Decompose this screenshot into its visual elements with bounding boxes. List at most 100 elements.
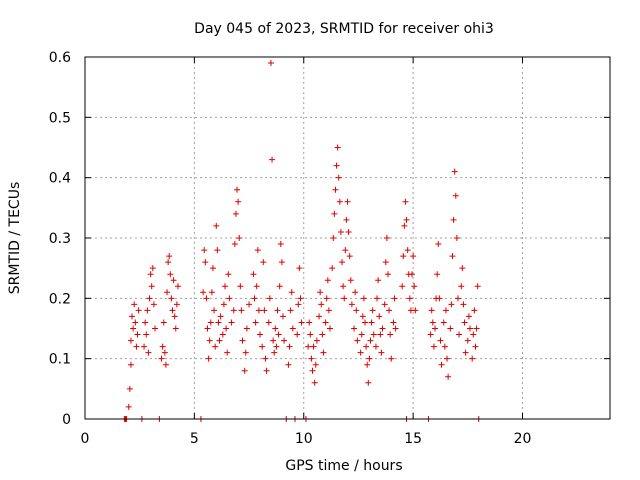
data-point (341, 295, 348, 302)
data-point (168, 295, 175, 302)
data-point (130, 325, 137, 332)
data-point (428, 307, 435, 314)
data-point (435, 241, 442, 248)
data-point (365, 379, 372, 386)
data-point (294, 331, 301, 338)
data-point (372, 343, 379, 350)
data-point (473, 325, 480, 332)
data-point (452, 192, 459, 199)
data-point (370, 331, 377, 338)
data-point (316, 313, 323, 320)
data-point (297, 295, 304, 302)
data-point (243, 325, 250, 332)
data-point (366, 355, 373, 362)
data-point (410, 253, 417, 260)
data-point (144, 307, 151, 314)
data-point (295, 301, 302, 308)
data-point (346, 253, 353, 260)
data-point (158, 355, 165, 362)
data-point (363, 343, 370, 350)
data-point (289, 325, 296, 332)
y-tick-label: 0.3 (49, 231, 71, 247)
data-point (368, 319, 375, 326)
data-point (306, 319, 313, 326)
data-point (134, 331, 141, 338)
data-point (411, 283, 418, 290)
x-tick-label: 0 (81, 431, 90, 447)
data-point (165, 259, 172, 266)
data-point (409, 271, 416, 278)
data-point (255, 307, 262, 314)
data-point (215, 319, 222, 326)
data-point (340, 283, 347, 290)
data-point (149, 265, 156, 272)
data-point (343, 216, 350, 223)
data-point (377, 331, 384, 338)
data-point (260, 259, 267, 266)
data-point (383, 235, 390, 241)
data-point (354, 337, 361, 344)
data-point (352, 289, 359, 296)
data-point (273, 343, 280, 350)
data-point (278, 259, 285, 266)
data-point (441, 343, 448, 350)
data-point (203, 295, 210, 302)
data-point (447, 325, 454, 332)
data-point (360, 295, 367, 302)
data-point (454, 295, 461, 302)
data-point (253, 283, 260, 290)
data-point (434, 271, 441, 278)
data-point (298, 319, 305, 326)
data-point (252, 319, 259, 326)
data-point (379, 325, 386, 332)
data-point (211, 307, 218, 314)
data-point (127, 337, 134, 344)
data-point (333, 162, 340, 169)
data-point (150, 301, 157, 308)
data-point (344, 198, 351, 205)
data-point (288, 289, 295, 296)
data-point (358, 331, 365, 338)
data-point (309, 367, 316, 374)
data-point (412, 307, 419, 314)
y-axis-label: SRMTID / TECUs (7, 182, 23, 295)
data-point (162, 361, 169, 368)
data-point (334, 144, 341, 151)
data-point (235, 198, 242, 205)
data-point (429, 319, 436, 326)
data-point (132, 319, 139, 326)
data-point (270, 337, 277, 344)
data-point (275, 331, 282, 338)
data-point (474, 283, 481, 290)
y-tick-label: 0.2 (49, 291, 71, 307)
data-point (228, 319, 235, 326)
data-point (204, 325, 211, 332)
data-point (169, 307, 176, 314)
data-point (226, 295, 233, 302)
data-point (202, 259, 209, 266)
data-point (305, 343, 312, 350)
data-point (213, 222, 220, 229)
data-point (335, 174, 342, 181)
data-point (246, 301, 253, 308)
y-tick-label: 0 (62, 412, 71, 428)
y-tick-label: 0.6 (49, 50, 71, 66)
data-point (285, 361, 292, 368)
data-point (265, 319, 272, 326)
data-point (324, 277, 331, 284)
y-tick-labels: 0 0.1 0.2 0.3 0.4 0.5 0.6 (49, 50, 71, 428)
data-point (339, 259, 346, 266)
data-point (277, 241, 284, 248)
data-point (348, 301, 355, 308)
data-point (161, 349, 168, 356)
data-point (216, 337, 223, 344)
data-point (131, 301, 138, 308)
data-point (164, 289, 171, 296)
data-point (320, 349, 327, 356)
data-point (220, 301, 227, 308)
data-point (461, 319, 468, 326)
data-point (401, 222, 408, 229)
data-point (391, 295, 398, 302)
data-point (399, 283, 406, 290)
data-point (261, 307, 268, 314)
